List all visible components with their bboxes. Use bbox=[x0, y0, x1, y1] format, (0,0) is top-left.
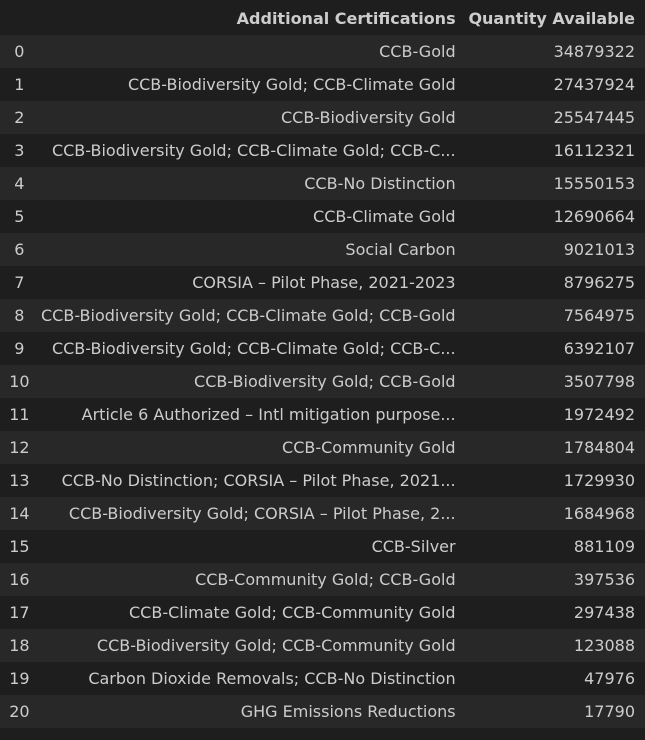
certifications-cell: Social Carbon bbox=[38, 233, 460, 266]
table-row: 1 CCB-Biodiversity Gold; CCB-Climate Gold… bbox=[0, 68, 645, 101]
row-index: 11 bbox=[0, 398, 39, 431]
row-index: 1 bbox=[0, 68, 39, 101]
table-row: 3 CCB-Biodiversity Gold; CCB-Climate Gold… bbox=[0, 134, 645, 167]
certifications-cell: CCB-Silver bbox=[38, 530, 460, 563]
certifications-cell: CCB-Community Gold bbox=[38, 431, 460, 464]
certifications-cell: CCB-Biodiversity Gold bbox=[38, 101, 460, 134]
table-row: 17 CCB-Climate Gold; CCB-Community Gold 29… bbox=[0, 596, 645, 629]
table-row: 4 CCB-No Distinction 15550153 bbox=[0, 167, 645, 200]
row-index: 7 bbox=[0, 266, 39, 299]
table-row: 12 CCB-Community Gold 1784804 bbox=[0, 431, 645, 464]
certifications-header: Additional Certifications bbox=[236, 9, 456, 28]
table-body: 0 CCB-Gold 34879322 1 CCB-Biodiversity Gold… bbox=[0, 35, 645, 728]
certifications-cell: CCB-Climate Gold bbox=[38, 200, 460, 233]
quantity-cell: 7564975 bbox=[459, 299, 645, 332]
certifications-cell: CCB-Biodiversity Gold; CCB-Climate Gold;… bbox=[38, 299, 460, 332]
table-row: 13 CCB-No Distinction; CORSIA – Pilot Pha… bbox=[0, 464, 645, 497]
index-header bbox=[0, 2, 39, 35]
row-index: 2 bbox=[0, 101, 39, 134]
quantity-cell: 12690664 bbox=[459, 200, 645, 233]
certifications-cell: CCB-Biodiversity Gold; CORSIA – Pilot Ph… bbox=[38, 497, 460, 530]
row-index: 5 bbox=[0, 200, 39, 233]
quantity-cell: 25547445 bbox=[459, 101, 645, 134]
quantity-header: Quantity Available bbox=[468, 9, 635, 28]
certifications-cell: CCB-Biodiversity Gold; CCB-Climate Gold bbox=[38, 68, 460, 101]
quantity-cell: 881109 bbox=[459, 530, 645, 563]
quantity-cell: 397536 bbox=[459, 563, 645, 596]
row-index: 6 bbox=[0, 233, 39, 266]
quantity-cell: 1729930 bbox=[459, 464, 645, 497]
table-row: 10 CCB-Biodiversity Gold; CCB-Gold 3507798 bbox=[0, 365, 645, 398]
table-row: 20 GHG Emissions Reductions 17790 bbox=[0, 695, 645, 728]
row-index: 9 bbox=[0, 332, 39, 365]
table-row: 8 CCB-Biodiversity Gold; CCB-Climate Gold… bbox=[0, 299, 645, 332]
row-index: 15 bbox=[0, 530, 39, 563]
row-index: 16 bbox=[0, 563, 39, 596]
table-row: 0 CCB-Gold 34879322 bbox=[0, 35, 645, 68]
quantity-cell: 8796275 bbox=[459, 266, 645, 299]
quantity-cell: 3507798 bbox=[459, 365, 645, 398]
row-index: 4 bbox=[0, 167, 39, 200]
table-row: 19 Carbon Dioxide Removals; CCB-No Distin… bbox=[0, 662, 645, 695]
row-index: 12 bbox=[0, 431, 39, 464]
table-row: 14 CCB-Biodiversity Gold; CORSIA – Pilot … bbox=[0, 497, 645, 530]
row-index: 18 bbox=[0, 629, 39, 662]
certifications-cell: CCB-Biodiversity Gold; CCB-Climate Gold;… bbox=[38, 134, 460, 167]
row-index: 14 bbox=[0, 497, 39, 530]
quantity-cell: 123088 bbox=[459, 629, 645, 662]
certifications-cell: CCB-Climate Gold; CCB-Community Gold bbox=[38, 596, 460, 629]
quantity-cell: 297438 bbox=[459, 596, 645, 629]
header-row: Additional Certifications Quantity Avail… bbox=[0, 2, 645, 35]
certifications-cell: CCB-Biodiversity Gold; CCB-Climate Gold;… bbox=[38, 332, 460, 365]
row-index: 8 bbox=[0, 299, 39, 332]
certifications-cell: CCB-Biodiversity Gold; CCB-Community Gol… bbox=[38, 629, 460, 662]
row-index: 19 bbox=[0, 662, 39, 695]
quantity-cell: 1784804 bbox=[459, 431, 645, 464]
table-row: 11 Article 6 Authorized – Intl mitigation… bbox=[0, 398, 645, 431]
table-header: Additional Certifications Quantity Avail… bbox=[0, 2, 645, 35]
table-row: 7 CORSIA – Pilot Phase, 2021-2023 8796275 bbox=[0, 266, 645, 299]
certifications-cell: CCB-Community Gold; CCB-Gold bbox=[38, 563, 460, 596]
row-index: 17 bbox=[0, 596, 39, 629]
row-index: 13 bbox=[0, 464, 39, 497]
quantity-cell: 1972492 bbox=[459, 398, 645, 431]
quantity-cell: 16112321 bbox=[459, 134, 645, 167]
quantity-cell: 9021013 bbox=[459, 233, 645, 266]
row-index: 10 bbox=[0, 365, 39, 398]
certifications-cell: CORSIA – Pilot Phase, 2021-2023 bbox=[38, 266, 460, 299]
table-row: 2 CCB-Biodiversity Gold 25547445 bbox=[0, 101, 645, 134]
table-row: 16 CCB-Community Gold; CCB-Gold 397536 bbox=[0, 563, 645, 596]
certifications-cell: CCB-No Distinction; CORSIA – Pilot Phase… bbox=[38, 464, 460, 497]
table-row: 9 CCB-Biodiversity Gold; CCB-Climate Gold… bbox=[0, 332, 645, 365]
certifications-cell: CCB-Gold bbox=[38, 35, 460, 68]
quantity-cell: 47976 bbox=[459, 662, 645, 695]
row-index: 0 bbox=[0, 35, 39, 68]
row-index: 3 bbox=[0, 134, 39, 167]
quantity-cell: 27437924 bbox=[459, 68, 645, 101]
quantity-cell: 17790 bbox=[459, 695, 645, 728]
certifications-cell: CCB-No Distinction bbox=[38, 167, 460, 200]
certifications-cell: Article 6 Authorized – Intl mitigation p… bbox=[38, 398, 460, 431]
table-row: 5 CCB-Climate Gold 12690664 bbox=[0, 200, 645, 233]
table-row: 18 CCB-Biodiversity Gold; CCB-Community G… bbox=[0, 629, 645, 662]
quantity-cell: 34879322 bbox=[459, 35, 645, 68]
row-index: 20 bbox=[0, 695, 39, 728]
certifications-cell: CCB-Biodiversity Gold; CCB-Gold bbox=[38, 365, 460, 398]
quantity-cell: 6392107 bbox=[459, 332, 645, 365]
table-row: 15 CCB-Silver 881109 bbox=[0, 530, 645, 563]
table-row: 6 Social Carbon 9021013 bbox=[0, 233, 645, 266]
certifications-cell: Carbon Dioxide Removals; CCB-No Distinct… bbox=[38, 662, 460, 695]
quantity-cell: 15550153 bbox=[459, 167, 645, 200]
certifications-cell: GHG Emissions Reductions bbox=[38, 695, 460, 728]
quantity-cell: 1684968 bbox=[459, 497, 645, 530]
